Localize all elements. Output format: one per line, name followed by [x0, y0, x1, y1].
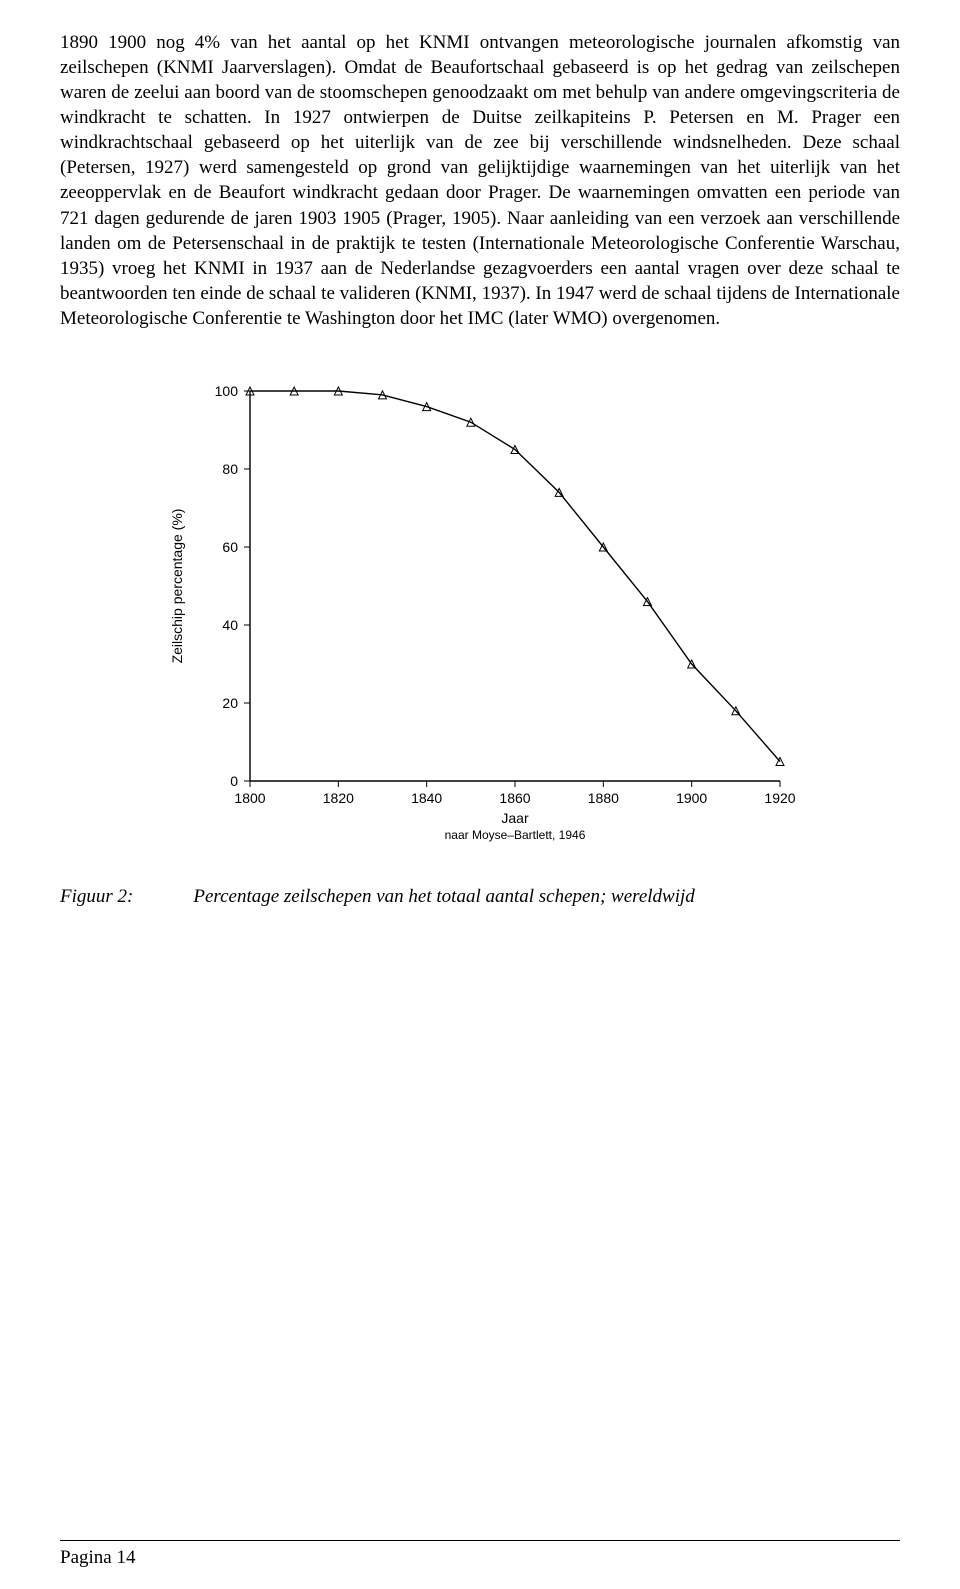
svg-text:1900: 1900	[676, 790, 707, 806]
svg-text:Jaar: Jaar	[501, 810, 529, 826]
svg-text:20: 20	[222, 695, 238, 711]
svg-text:100: 100	[215, 383, 239, 399]
svg-text:1920: 1920	[764, 790, 795, 806]
svg-text:1880: 1880	[588, 790, 619, 806]
svg-text:1800: 1800	[234, 790, 265, 806]
svg-text:80: 80	[222, 461, 238, 477]
caption-text: Percentage zeilschepen van het totaal aa…	[193, 886, 900, 908]
figure-caption: Figuur 2: Percentage zeilschepen van het…	[60, 886, 900, 908]
svg-text:1840: 1840	[411, 790, 442, 806]
paragraph: 1890 1900 nog 4% van het aantal op het K…	[60, 30, 900, 331]
svg-text:40: 40	[222, 617, 238, 633]
svg-text:60: 60	[222, 539, 238, 555]
svg-text:Zeilschip percentage (%): Zeilschip percentage (%)	[169, 509, 185, 664]
chart-svg: 0 20 40 60 80 100 1800 1820 1840 1860 1880 1900 1920…	[160, 371, 800, 851]
svg-text:naar Moyse–Bartlett, 1946: naar Moyse–Bartlett, 1946	[445, 828, 586, 842]
page-number: Pagina 14	[60, 1547, 135, 1568]
page-footer: Pagina 14	[60, 1540, 900, 1569]
svg-text:0: 0	[230, 773, 238, 789]
svg-text:1860: 1860	[499, 790, 530, 806]
caption-label: Figuur 2:	[60, 886, 133, 908]
chart-zeilschip-percentage: 0 20 40 60 80 100 1800 1820 1840 1860 1880 1900 1920…	[160, 371, 800, 856]
footer-rule	[60, 1540, 900, 1541]
svg-text:1820: 1820	[323, 790, 354, 806]
